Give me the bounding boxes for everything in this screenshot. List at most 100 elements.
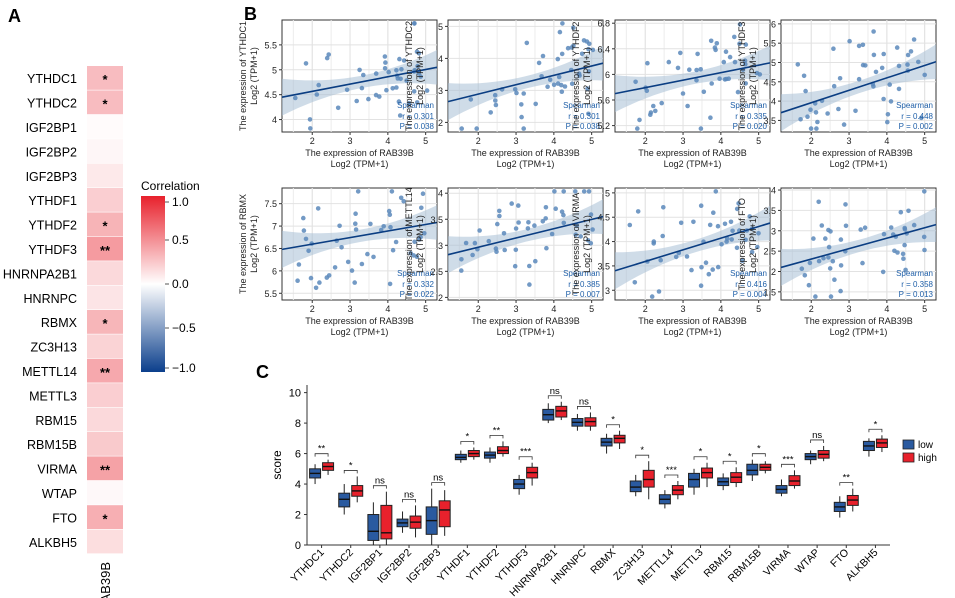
scatter-point (393, 239, 399, 245)
y-axis-sublabel: Log2 (TPM+1) (748, 215, 758, 273)
scatter-point (512, 87, 518, 92)
scatter-point (586, 111, 591, 117)
scatter-point (525, 226, 531, 231)
scatter-point (715, 264, 721, 270)
scatter-point (678, 50, 683, 56)
heatmap-significance: * (102, 219, 108, 234)
scatter-point (687, 67, 692, 72)
scatter-point (316, 82, 322, 88)
stat-r: r = 0.448 (901, 112, 933, 121)
y-tick-label: 5 (605, 188, 610, 198)
scatter-point (828, 229, 833, 234)
y-tick-label: 7.5 (264, 199, 277, 209)
y-axis-sublabel: Log2 (TPM+1) (582, 47, 592, 105)
scatter-point (419, 205, 424, 211)
scatter-point (896, 86, 902, 92)
regression-line (447, 215, 604, 256)
scatter-point (808, 107, 813, 112)
box-high (555, 405, 568, 418)
scatter-point (581, 189, 587, 194)
y-axis-label: The expression of RBMX (238, 194, 248, 294)
scatter-point (680, 91, 686, 96)
scatter-point (853, 108, 858, 114)
significance-bracket (547, 395, 562, 399)
box-group-wtap: ns WTAP (793, 430, 830, 576)
significance-label: ** (843, 473, 851, 484)
box-group-rbm15b: *RBM15B (726, 444, 772, 585)
scatter-point (512, 263, 518, 269)
scatter-point (871, 29, 876, 34)
scatter-point (645, 60, 650, 66)
y-tick-label: 4.5 (597, 213, 610, 223)
heatmap-cell (87, 358, 123, 383)
scatter-point (521, 126, 526, 131)
scatter-point (335, 105, 341, 111)
scatter-point (422, 231, 427, 236)
significance-label: ns (375, 476, 385, 487)
heatmap-cell (87, 310, 123, 334)
scatter-point (911, 37, 917, 42)
scatter-point (666, 59, 672, 65)
scatter-point (588, 241, 594, 246)
scatter-point (717, 76, 722, 81)
x-tick-label: 5 (423, 136, 428, 146)
y-tick-label: 2.5 (430, 267, 443, 277)
x-axis-label: The expression of RAB39B (305, 148, 414, 158)
heatmap-panel: A *********** YTHDC1YTHDC2IGF2BP1IGF2BP2… (3, 6, 200, 598)
x-tick-label: 5 (756, 304, 761, 314)
scatter-point (339, 245, 344, 250)
scatter-point (509, 201, 514, 206)
scatter-point (527, 263, 532, 269)
y-tick-label: 4 (272, 115, 277, 125)
scatter-point (371, 254, 376, 260)
scatter-point (559, 89, 565, 94)
scatter-point (659, 100, 664, 106)
heatmap-cells: *********** (87, 66, 123, 554)
y-tick-label: 3 (438, 241, 443, 251)
colorbar-tick-label: 0.5 (172, 233, 189, 247)
scatter-point (798, 117, 803, 122)
scatter-point (303, 236, 309, 242)
heatmap-row-label: FTO (52, 511, 77, 525)
scatter-point (354, 98, 360, 104)
scatter-point (540, 219, 546, 224)
scatter-point (513, 247, 519, 253)
scatter-point (685, 103, 690, 109)
scatter-point (315, 206, 321, 211)
scatter-point (324, 275, 330, 280)
scatter-point (895, 250, 900, 255)
scatter-point (386, 69, 392, 75)
scatter-point (730, 228, 735, 234)
stat-r: r = 0.335 (735, 112, 767, 121)
x-tick-label: 4 (884, 136, 889, 146)
scatter-point (387, 281, 393, 287)
scatter-point (871, 84, 876, 89)
scatter-point (729, 237, 734, 242)
colorbar-ticks: 1.0 0.5 0.0 −0.5 −1.0 (165, 195, 196, 375)
scatter-point (387, 212, 393, 217)
scatter-point (390, 247, 396, 253)
heatmap-row-label: IGF2BP2 (26, 145, 77, 159)
x-tick-label: 2 (643, 304, 648, 314)
heatmap-row-label: HNRNPA2B1 (3, 267, 77, 281)
scatter-point (497, 208, 502, 214)
significance-label: *** (782, 454, 793, 465)
scatter-point (856, 76, 862, 82)
scatter-point (728, 219, 734, 225)
y-tick-label: 5.5 (264, 40, 277, 50)
box-low (688, 472, 701, 488)
scatter-point (308, 275, 314, 281)
scatter-point (414, 49, 420, 54)
heatmap-row-label: METTL14 (22, 365, 77, 379)
scatter-point (885, 112, 891, 117)
significance-label: * (465, 431, 469, 442)
scatter-point (301, 215, 306, 221)
scatter-point (698, 203, 704, 208)
significance-label: *** (666, 465, 677, 476)
y-tick-label: 3 (438, 86, 443, 96)
scatter-point (586, 189, 592, 194)
scatter-point (386, 208, 392, 214)
scatter-point (514, 90, 519, 96)
